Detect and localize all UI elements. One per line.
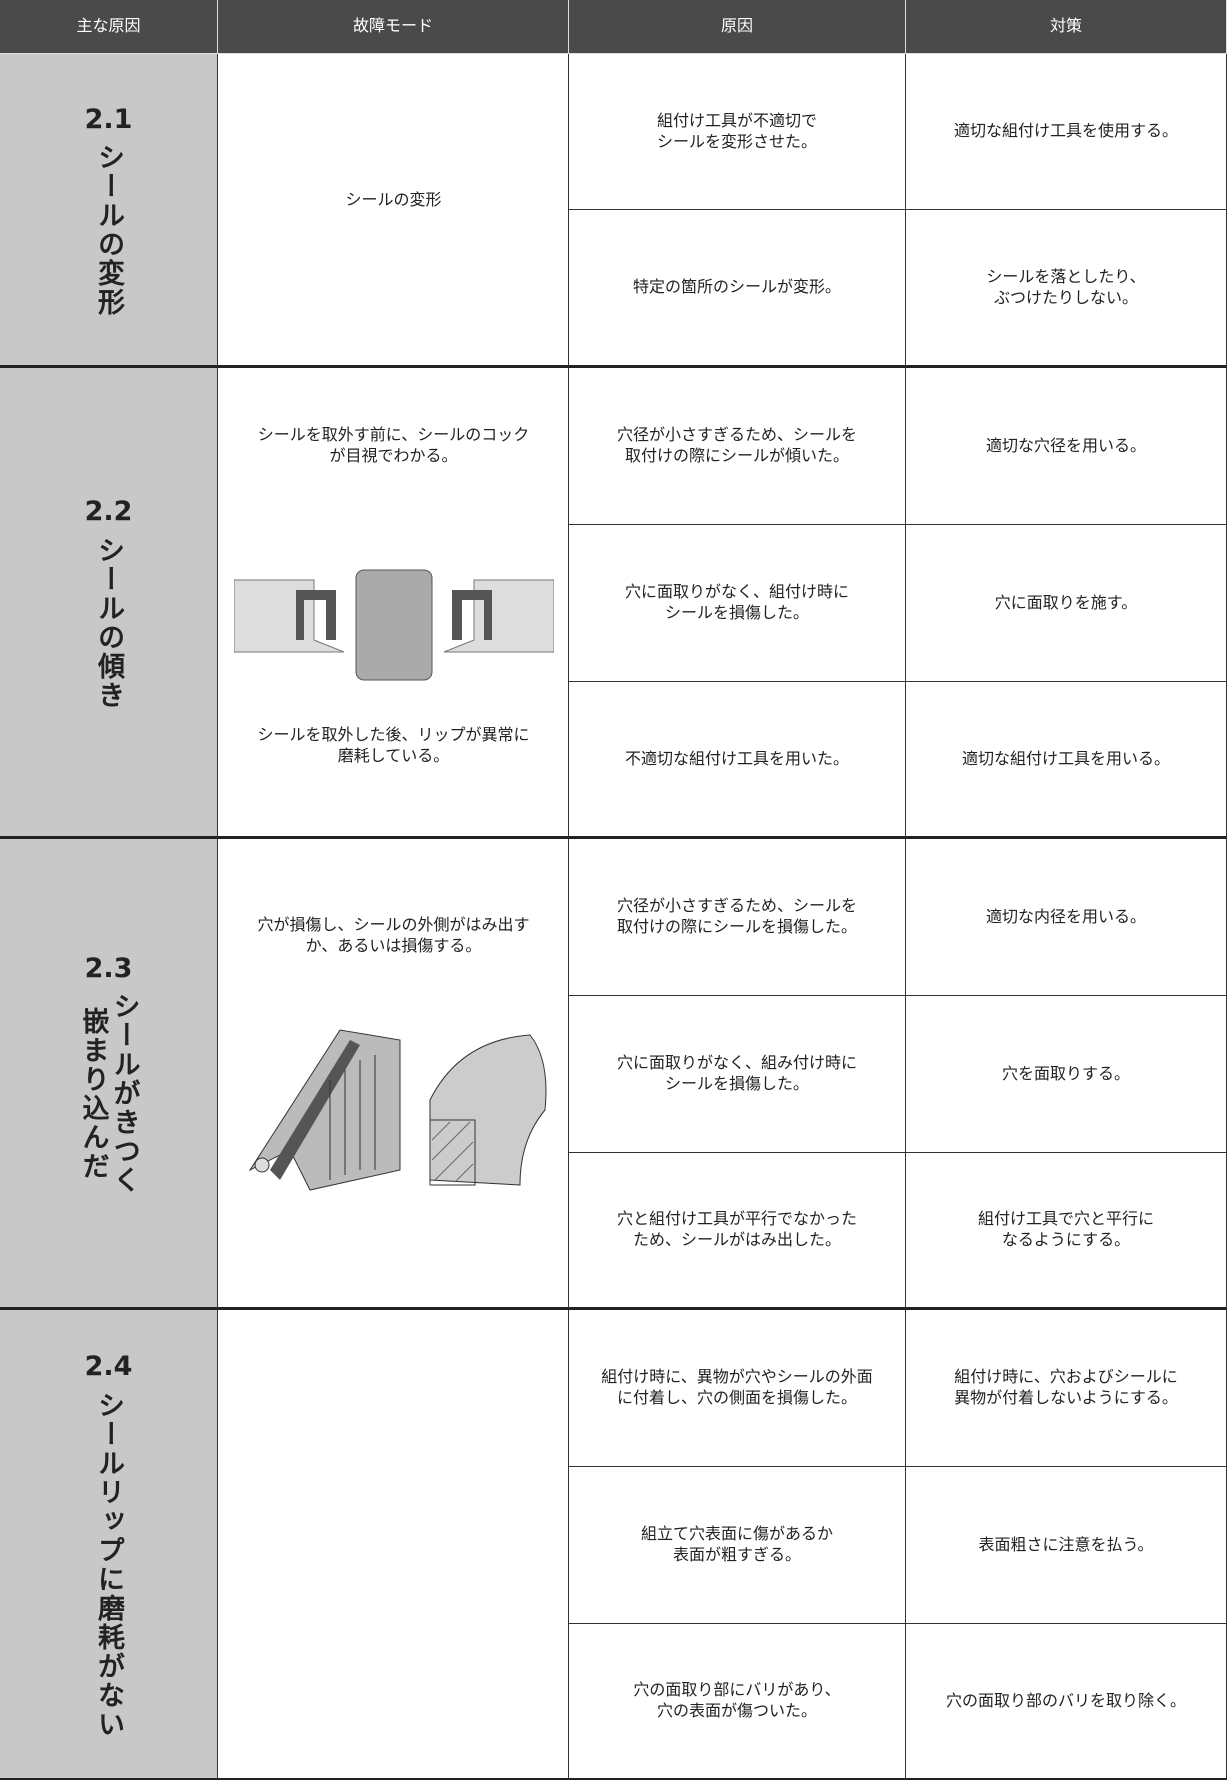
section-heading: 2.4 シールリップに磨耗がない	[0, 1310, 218, 1780]
section-title-line: シールリップに磨耗がない	[93, 1390, 125, 1739]
cause: 組付け時に、異物が穴やシールの外面 に付着し、穴の側面を損傷した。	[569, 1310, 906, 1467]
failure-mode-cell	[218, 54, 569, 368]
countermeasure: 組付け時に、穴およびシールに 異物が付着しないようにする。	[906, 1310, 1227, 1467]
section-number: 2.1	[84, 103, 133, 135]
countermeasure: 穴の面取り部のバリを取り除く。	[906, 1624, 1227, 1780]
header-cell: 対策	[906, 0, 1227, 54]
failure-mode: シールの変形	[345, 190, 442, 209]
section-title-line: 嵌まり込んだ	[77, 1006, 109, 1181]
countermeasure: 適切な内径を用いる。	[906, 839, 1227, 996]
failure-mode-cell	[218, 368, 569, 839]
countermeasure: シールを落としたり、 ぶつけたりしない。	[906, 210, 1227, 368]
cause: 穴に面取りがなく、組み付け時に シールを損傷した。	[569, 996, 906, 1153]
section-number: 2.4	[84, 1351, 133, 1383]
cause: 穴径が小さすぎるため、シールを 取付けの際にシールが傾いた。	[569, 368, 906, 525]
cause: 穴の面取り部にバリがあり、 穴の表面が傷ついた。	[569, 1624, 906, 1780]
section-title: シールの傾き	[93, 536, 124, 710]
section-title: シールがきつく 嵌まり込んだ	[77, 992, 140, 1196]
section-heading: 2.1 シールの変形	[0, 54, 218, 368]
seal-tilt-illustration	[234, 569, 554, 681]
section-title-line: シールの変形	[93, 143, 125, 318]
countermeasure: 適切な組付け工具を使用する。	[906, 54, 1227, 210]
failure-mode: シールを取外す前に、シールのコック が目視でわかる。	[257, 425, 530, 465]
section-title-line: シールの傾き	[93, 535, 125, 710]
cause: 組付け工具が不適切で シールを変形させた。	[569, 54, 906, 210]
countermeasure: 穴を面取りする。	[906, 996, 1227, 1153]
cause: 穴と組付け工具が平行でなかった ため、シールがはみ出した。	[569, 1153, 906, 1310]
cause: 特定の箇所のシールが変形。	[569, 210, 906, 368]
section-number: 2.3	[84, 952, 133, 984]
header-cell: 主な原因	[0, 0, 218, 54]
section-heading: 2.3 シールがきつく 嵌まり込んだ	[0, 839, 218, 1310]
cause: 不適切な組付け工具を用いた。	[569, 682, 906, 839]
failure-mode: シールを取外した後、リップが異常に 磨耗している。	[257, 725, 530, 765]
header-cell: 故障モード	[218, 0, 569, 54]
countermeasure: 適切な穴径を用いる。	[906, 368, 1227, 525]
section-number: 2.2	[84, 496, 133, 528]
section-title: シールの変形	[93, 143, 124, 317]
cause: 組立て穴表面に傷があるか 表面が粗すぎる。	[569, 1467, 906, 1624]
failure-mode-cell	[218, 1310, 569, 1780]
cause: 穴に面取りがなく、組付け時に シールを損傷した。	[569, 525, 906, 682]
countermeasure: 組付け工具で穴と平行に なるようにする。	[906, 1153, 1227, 1310]
header-cell: 原因	[569, 0, 906, 54]
section-title: シールリップに磨耗がない	[93, 1391, 124, 1739]
failure-mode: 穴が損傷し、シールの外側がはみ出す か、あるいは損傷する。	[257, 915, 530, 955]
cause: 穴径が小さすぎるため、シールを 取付けの際にシールを損傷した。	[569, 839, 906, 996]
countermeasure: 穴に面取りを施す。	[906, 525, 1227, 682]
countermeasure: 適切な組付け工具を用いる。	[906, 682, 1227, 839]
failure-mode-cell	[218, 839, 569, 1310]
seal-damage-illustration	[248, 1029, 547, 1191]
section-heading: 2.2 シールの傾き	[0, 368, 218, 839]
section-title-line: シールがきつく	[108, 992, 140, 1196]
countermeasure: 表面粗さに注意を払う。	[906, 1467, 1227, 1624]
